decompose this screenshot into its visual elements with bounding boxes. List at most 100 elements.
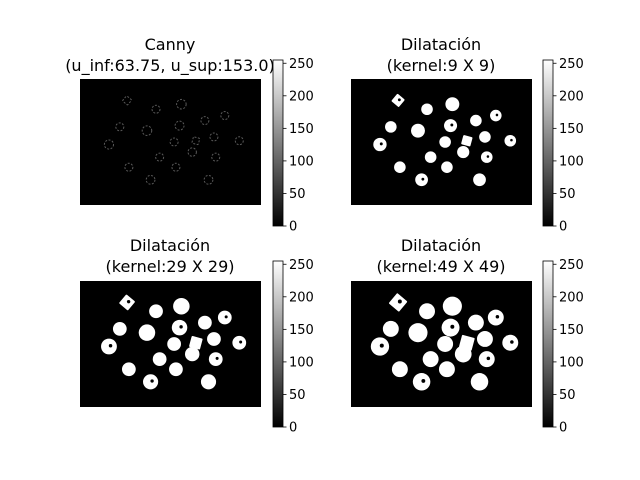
colorbar-tick-label: 50 bbox=[559, 388, 576, 403]
object-blob bbox=[151, 104, 161, 114]
colorbar-tick-label: 100 bbox=[289, 355, 314, 370]
colorbar-tick-label: 0 bbox=[289, 421, 297, 436]
object-blob bbox=[419, 303, 435, 320]
object-blob bbox=[184, 346, 200, 362]
panel-title-line1: Dilatación bbox=[401, 35, 481, 54]
colorbar: 0 50 100 150 200 250 bbox=[272, 258, 314, 436]
colorbar-tick-label: 250 bbox=[559, 57, 584, 72]
object-blob bbox=[155, 152, 165, 162]
object-blob bbox=[389, 293, 408, 312]
object-blob bbox=[461, 135, 473, 147]
object-blob bbox=[149, 304, 163, 319]
object-blob bbox=[200, 374, 217, 390]
blob-hole bbox=[510, 138, 513, 142]
object-blob bbox=[220, 111, 230, 121]
panel-title-line1: Canny bbox=[145, 35, 196, 54]
object-blob bbox=[411, 123, 425, 138]
object-blob bbox=[470, 114, 482, 127]
colorbar-tick-label: 0 bbox=[559, 421, 567, 436]
blob-hole bbox=[450, 324, 455, 329]
blob-hole bbox=[510, 340, 514, 344]
object-blob bbox=[394, 161, 406, 173]
object-blob bbox=[487, 309, 504, 326]
colorbar: 0 50 100 150 200 250 bbox=[542, 258, 584, 436]
colorbar-tick-label: 250 bbox=[559, 258, 584, 273]
object-blob bbox=[234, 136, 244, 146]
object-blob bbox=[171, 162, 181, 172]
object-blob bbox=[217, 310, 232, 325]
object-blob bbox=[232, 335, 247, 350]
object-blob bbox=[441, 318, 460, 337]
object-blob bbox=[176, 98, 187, 110]
colorbar-tick-label: 250 bbox=[289, 258, 314, 273]
panel-title-line2: (u_inf:63.75, u_sup:153.0) bbox=[65, 56, 275, 76]
object-blob bbox=[121, 362, 136, 377]
object-blob bbox=[502, 334, 519, 351]
object-blob bbox=[454, 345, 472, 363]
object-blob bbox=[391, 93, 405, 107]
object-blob bbox=[171, 319, 188, 336]
blob-hole bbox=[179, 325, 183, 329]
object-blob bbox=[198, 315, 212, 330]
image-area bbox=[80, 281, 261, 407]
object-blob bbox=[141, 125, 153, 136]
panel-dilation-9: Dilatación (kernel:9 X 9) 0 50 100 150 200 25… bbox=[351, 35, 584, 235]
blob-hole bbox=[379, 142, 383, 146]
colorbar-gradient bbox=[272, 260, 284, 428]
object-blob bbox=[143, 374, 159, 390]
colorbar: 0 50 100 150 200 250 bbox=[272, 57, 314, 235]
blob-hole bbox=[450, 123, 454, 127]
blob-hole bbox=[397, 98, 401, 102]
object-blob bbox=[479, 131, 491, 143]
panel-dilation-49: Dilatación (kernel:49 X 49) 0 50 100 150 200… bbox=[351, 236, 584, 436]
blob-hole bbox=[379, 343, 384, 348]
object-blob bbox=[124, 162, 134, 172]
panel-title-line1: Dilatación bbox=[130, 236, 210, 255]
panel-canny: Canny (u_inf:63.75, u_sup:153.0) 0 50 100 1… bbox=[65, 35, 314, 235]
colorbar-gradient bbox=[272, 59, 284, 227]
object-blob bbox=[119, 294, 135, 311]
object-blob bbox=[437, 336, 454, 352]
panel-dilation-29: Dilatación (kernel:29 X 29) 0 50 100 150 200… bbox=[80, 236, 314, 436]
colorbar-tick-label: 250 bbox=[289, 57, 314, 72]
object-blob bbox=[439, 136, 451, 148]
colorbar-tick-label: 150 bbox=[289, 323, 314, 338]
object-blob bbox=[470, 373, 489, 391]
panel-title-line2: (kernel:29 X 29) bbox=[106, 257, 235, 276]
blob-hole bbox=[108, 343, 113, 348]
object-blob bbox=[490, 109, 502, 122]
blob-hole bbox=[239, 340, 243, 344]
blob-hole bbox=[126, 299, 131, 304]
colorbar-tick-label: 0 bbox=[289, 220, 297, 235]
object-blob bbox=[174, 120, 185, 131]
colorbar-gradient bbox=[542, 59, 554, 227]
object-blob bbox=[480, 151, 493, 163]
colorbar-gradient bbox=[542, 260, 554, 428]
blob-hole bbox=[486, 155, 490, 158]
object-blob bbox=[169, 362, 183, 377]
object-blob bbox=[382, 320, 399, 337]
object-blob bbox=[200, 116, 210, 126]
object-blob bbox=[138, 324, 156, 341]
colorbar-tick-label: 150 bbox=[559, 122, 584, 137]
object-blob bbox=[421, 103, 433, 116]
object-blob bbox=[101, 338, 117, 355]
object-blob bbox=[391, 361, 408, 378]
object-blob bbox=[408, 323, 428, 343]
colorbar-tick-label: 150 bbox=[559, 323, 584, 338]
blob-hole bbox=[421, 177, 425, 181]
object-blob bbox=[415, 173, 428, 187]
object-blob bbox=[187, 147, 197, 157]
object-blob bbox=[173, 297, 190, 315]
panel-title-line1: Dilatación bbox=[401, 236, 481, 255]
colorbar-tick-label: 200 bbox=[559, 89, 584, 104]
blob-hole bbox=[397, 299, 402, 304]
object-blob bbox=[191, 136, 201, 146]
panel-title-line2: (kernel:49 X 49) bbox=[377, 257, 506, 276]
blob-hole bbox=[150, 379, 154, 383]
object-blob bbox=[424, 151, 437, 163]
blob-hole bbox=[215, 356, 219, 360]
object-blob bbox=[373, 137, 387, 152]
object-blob bbox=[478, 351, 495, 368]
colorbar-tick-label: 50 bbox=[559, 187, 576, 202]
